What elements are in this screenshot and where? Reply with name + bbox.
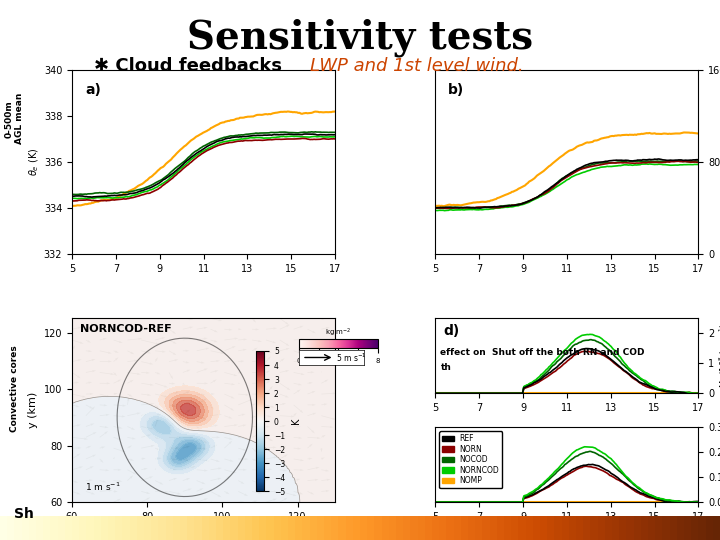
Text: 1 m s$^{-1}$: 1 m s$^{-1}$: [85, 481, 121, 493]
Text: Convective cores: Convective cores: [10, 346, 19, 432]
Text: b): b): [449, 83, 464, 97]
Text: th: th: [441, 363, 451, 372]
Text: NORNCOD-REF: NORNCOD-REF: [80, 324, 171, 334]
Text: LWP and 1st level wind.: LWP and 1st level wind.: [310, 57, 523, 75]
Text: ✱ Cloud feedbacks: ✱ Cloud feedbacks: [94, 57, 282, 75]
Title: kg m$^{-2}$: kg m$^{-2}$: [325, 326, 351, 339]
Text: effect on  Shut off the both RN and COD: effect on Shut off the both RN and COD: [441, 348, 645, 356]
Text: 5 m s$^{-1}$: 5 m s$^{-1}$: [336, 352, 367, 363]
Y-axis label: M$_v$ (10$^8$ kg s$^{-1}$): M$_v$ (10$^8$ kg s$^{-1}$): [717, 323, 720, 388]
Y-axis label: $\theta_e$ (K): $\theta_e$ (K): [27, 148, 41, 177]
Text: d): d): [443, 323, 459, 338]
Text: f): f): [443, 433, 456, 447]
Y-axis label: K: K: [291, 418, 301, 424]
Text: Sensitivity tests: Sensitivity tests: [187, 19, 533, 57]
X-axis label: Time (LST): Time (LST): [537, 528, 597, 537]
X-axis label: x (km): x (km): [186, 528, 222, 537]
Text: a): a): [85, 83, 101, 97]
Text: 0-500m
AGL mean: 0-500m AGL mean: [5, 93, 24, 145]
Legend: REF, NORN, NOCOD, NORNCOD, NOMP: REF, NORN, NOCOD, NORNCOD, NOMP: [439, 431, 503, 488]
Y-axis label: y (km): y (km): [28, 392, 38, 428]
Text: Sh: Sh: [14, 507, 35, 521]
